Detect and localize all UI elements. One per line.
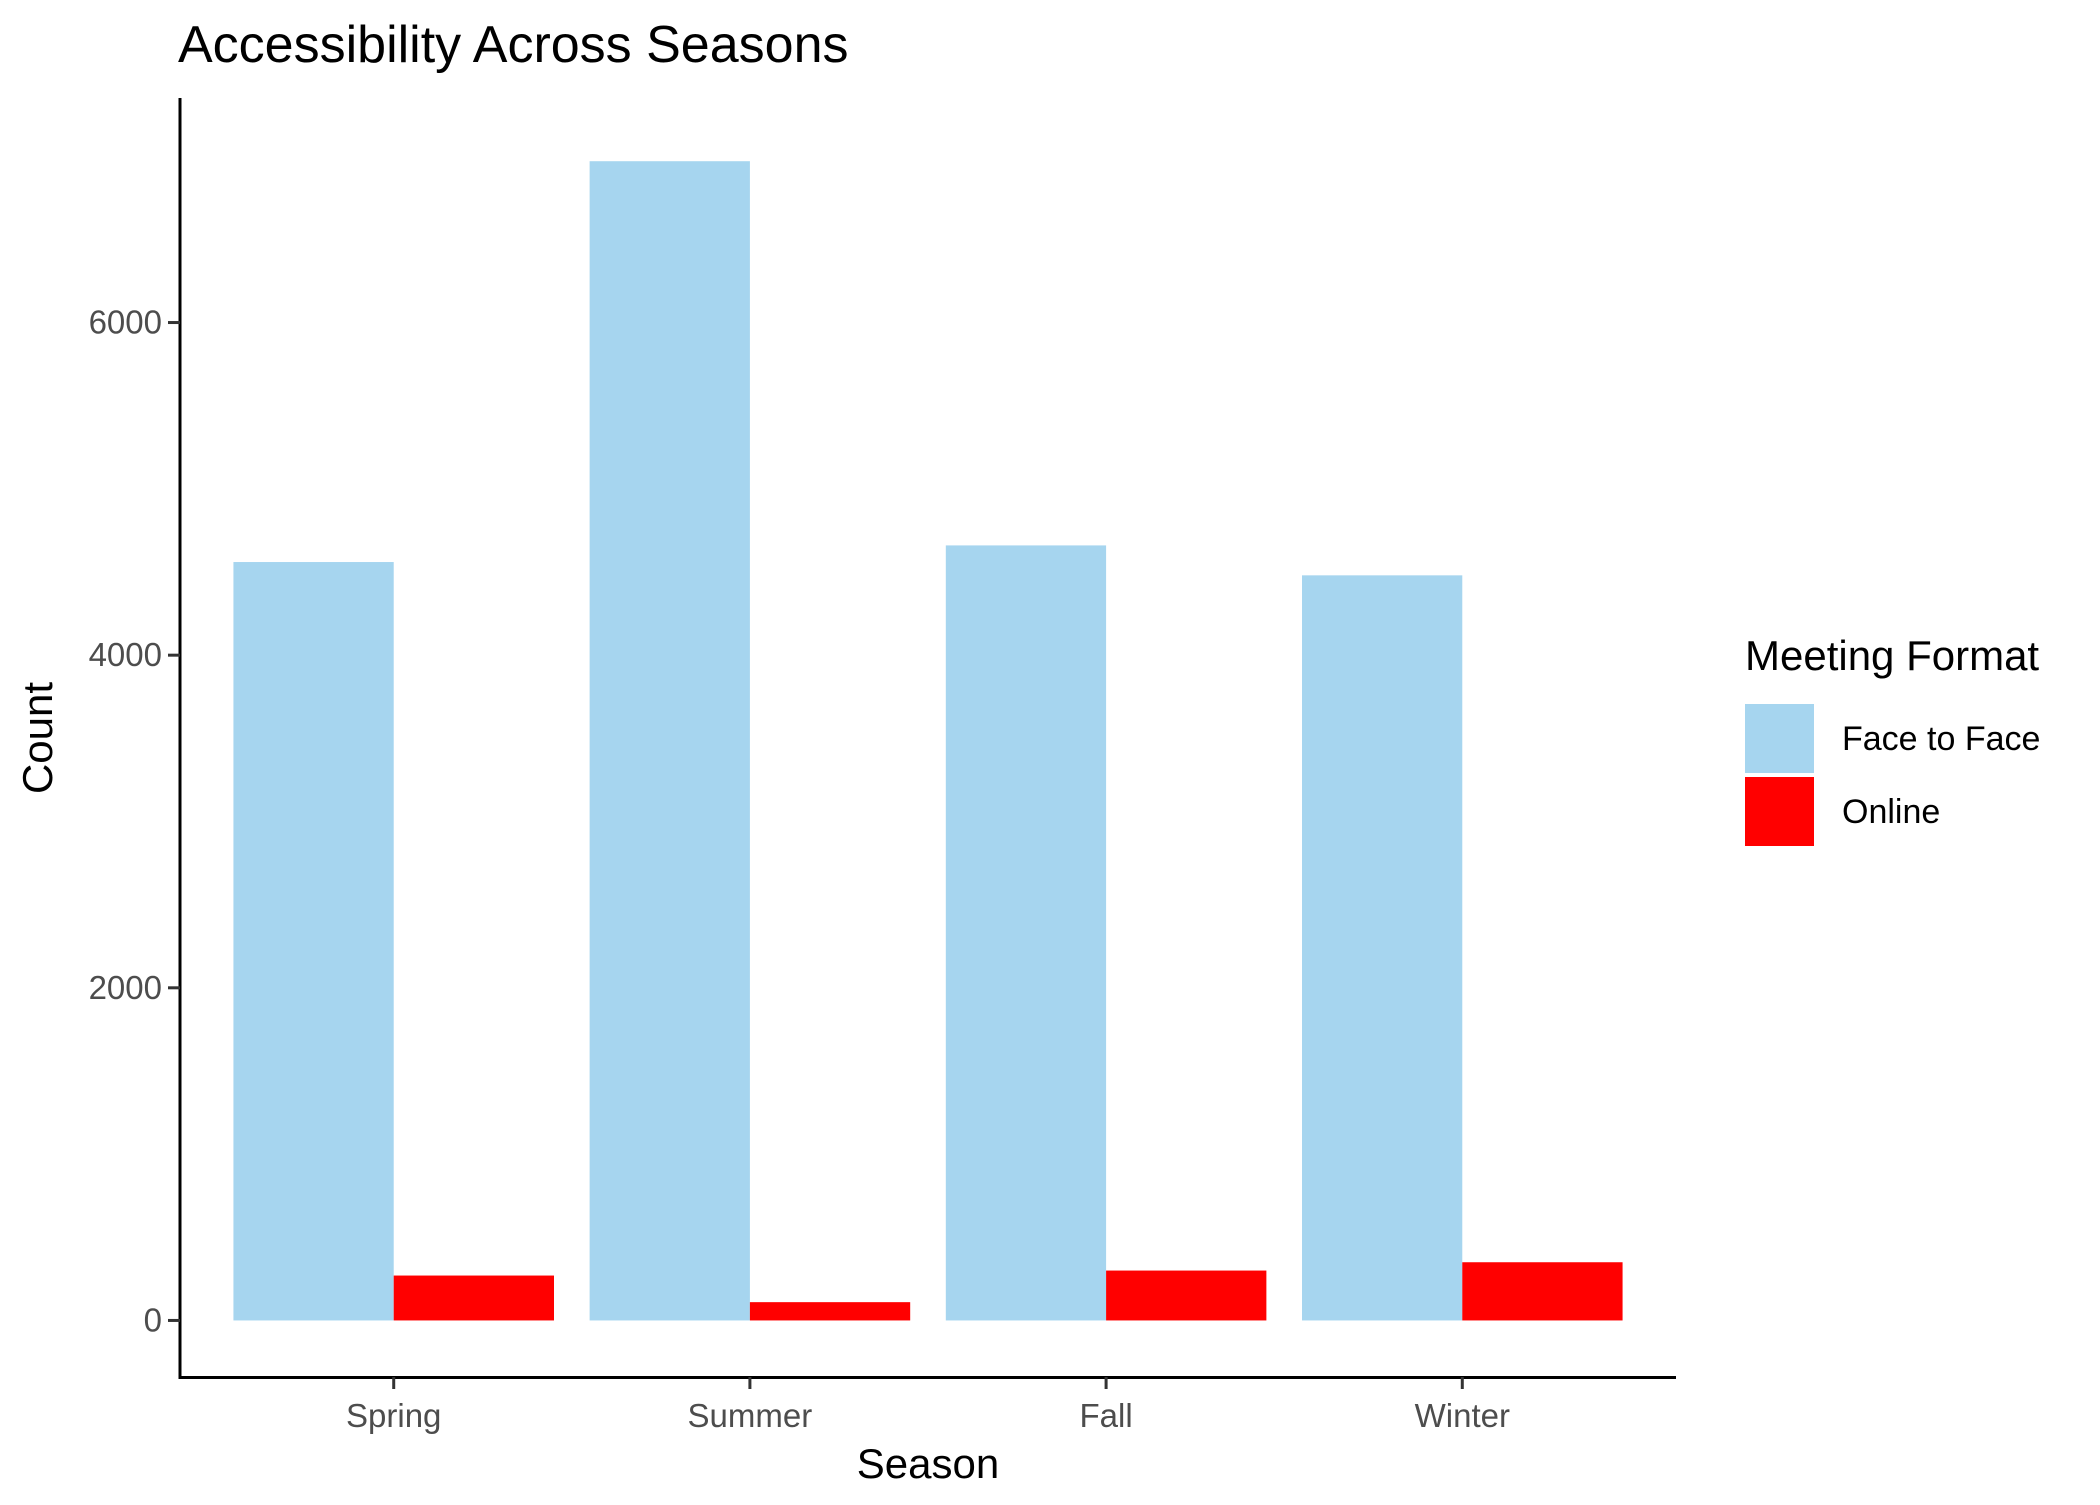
bar-summer-online xyxy=(749,1302,911,1321)
y-tick-label: 4000 xyxy=(89,636,162,673)
chart-title: Accessibility Across Seasons xyxy=(178,16,849,74)
bar-winter-online xyxy=(1462,1262,1623,1321)
legend-title: Meeting Format xyxy=(1745,632,2039,679)
x-tick-label: Fall xyxy=(1080,1397,1133,1434)
legend-label: Face to Face xyxy=(1842,720,2040,758)
legend-label: Online xyxy=(1842,793,1940,831)
x-axis-ticks: Spring Summer Fall Winter xyxy=(346,1377,1510,1434)
y-tick-label: 6000 xyxy=(89,304,162,341)
legend: Meeting Format Face to Face Online xyxy=(1745,632,2040,846)
x-tick-label: Winter xyxy=(1415,1397,1510,1434)
y-axis-ticks: 0 2000 4000 6000 xyxy=(89,304,180,1338)
x-axis-title: Season xyxy=(857,1440,999,1487)
bar-spring-online xyxy=(393,1275,554,1321)
y-axis-title: Count xyxy=(14,682,61,794)
bars-layer xyxy=(233,161,1623,1321)
y-tick-label: 0 xyxy=(144,1301,162,1338)
bar-spring-face-to-face xyxy=(233,562,394,1321)
legend-swatch-online xyxy=(1745,777,1814,846)
bar-winter-face-to-face xyxy=(1302,575,1463,1321)
bar-fall-face-to-face xyxy=(945,545,1107,1321)
bar-summer-face-to-face xyxy=(589,161,750,1321)
legend-items: Face to Face Online xyxy=(1745,704,2040,846)
x-tick-label: Summer xyxy=(688,1397,813,1434)
legend-swatch-face-to-face xyxy=(1745,704,1814,773)
bar-fall-online xyxy=(1106,1270,1267,1321)
x-tick-label: Spring xyxy=(346,1397,441,1434)
y-tick-label: 2000 xyxy=(89,969,162,1006)
